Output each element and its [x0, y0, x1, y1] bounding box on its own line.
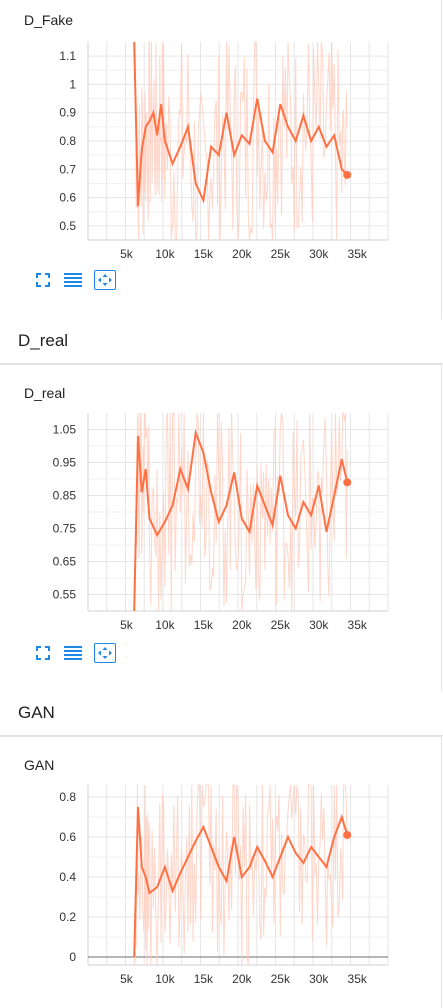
series-end-point: [343, 170, 352, 179]
section-title: D_real: [18, 331, 69, 350]
y-tick-label: 0.4: [59, 870, 76, 884]
x-tick-label: 15k: [194, 618, 214, 632]
y-tick-label: 0.85: [53, 489, 77, 503]
line-chart-d-real[interactable]: 0.55 0.65 0.75 0.85 0.95 1.05 5k 10k 15k 20k 25k 30…: [0, 365, 443, 691]
x-tick-label: 25k: [271, 972, 291, 986]
x-tick-label: 35k: [348, 972, 368, 986]
series-line: [133, 41, 348, 207]
chart-card-d-fake: D_Fake 0.5 0.6 0.7 0.8 0.9 1 1.1 5k 10k 15k 20k 25k…: [0, 0, 442, 320]
y-tick-label: 0.6: [59, 191, 76, 205]
chart-card-d-real: D_real 0.55 0.65 0.75 0.85 0.95 1.05 5k 10k 15k 2…: [0, 364, 442, 692]
chart-title: GAN: [24, 757, 55, 773]
y-tick-label: 0.2: [59, 910, 76, 924]
x-tick-label: 10k: [155, 247, 175, 261]
chart-title: D_real: [24, 385, 66, 401]
chart-card-gan: GAN 0 0.2 0.4 0.6 0.8 5k 10k 15k 20k 25k 30k 35k: [0, 736, 442, 1008]
x-tick-label: 25k: [271, 247, 291, 261]
x-tick-label: 10k: [155, 972, 175, 986]
section-header-d-real[interactable]: D_real: [0, 319, 443, 364]
x-tick-label: 30k: [309, 972, 329, 986]
chart-controls: [34, 643, 116, 663]
series-end-point: [343, 478, 352, 487]
raw-series-line: [133, 41, 348, 241]
line-chart-d-fake[interactable]: 0.5 0.6 0.7 0.8 0.9 1 1.1 5k 10k 15k 20k 25k 30k 35k: [0, 0, 443, 319]
y-tick-label: 0.65: [53, 555, 77, 569]
grid: [87, 42, 389, 240]
x-tick-label: 30k: [309, 618, 329, 632]
toggle-log-scale-icon[interactable]: [64, 644, 82, 662]
x-tick-label: 20k: [232, 618, 252, 632]
toggle-log-scale-icon[interactable]: [64, 271, 82, 289]
series-end-point: [343, 831, 352, 839]
y-tick-label: 0.55: [53, 588, 77, 602]
x-tick-label: 35k: [348, 618, 368, 632]
x-tick-label: 15k: [194, 972, 214, 986]
line-chart-gan[interactable]: 0 0.2 0.4 0.6 0.8 5k 10k 15k 20k 25k 30k 35k: [0, 737, 443, 1008]
y-tick-label: 1: [69, 77, 76, 91]
fullscreen-icon[interactable]: [94, 643, 116, 663]
y-tick-label: 0.95: [53, 456, 77, 470]
fullscreen-icon[interactable]: [94, 270, 116, 290]
x-tick-label: 10k: [155, 618, 175, 632]
y-tick-label: 0.75: [53, 522, 77, 536]
y-tick-label: 0.7: [59, 162, 76, 176]
x-tick-label: 5k: [120, 618, 134, 632]
y-tick-label: 0.5: [59, 219, 76, 233]
fit-domain-icon[interactable]: [34, 271, 52, 289]
section-title: GAN: [18, 703, 55, 722]
y-tick-label: 0: [69, 950, 76, 964]
x-tick-label: 30k: [309, 247, 329, 261]
x-tick-label: 5k: [120, 972, 134, 986]
raw-series-line: [133, 784, 348, 966]
x-tick-label: 20k: [232, 972, 252, 986]
raw-series-line: [134, 412, 348, 612]
chart-controls: [34, 270, 116, 290]
x-tick-label: 15k: [194, 247, 214, 261]
x-tick-label: 20k: [232, 247, 252, 261]
fit-domain-icon[interactable]: [34, 644, 52, 662]
y-tick-label: 0.8: [59, 134, 76, 148]
x-tick-label: 25k: [271, 618, 291, 632]
x-tick-label: 35k: [348, 247, 368, 261]
y-tick-label: 1.1: [59, 49, 76, 63]
y-tick-label: 1.05: [53, 423, 77, 437]
y-tick-label: 0.8: [59, 790, 76, 804]
x-tick-label: 5k: [120, 247, 134, 261]
series-line: [133, 428, 349, 612]
series-line: [133, 806, 349, 958]
section-header-gan[interactable]: GAN: [0, 691, 443, 736]
y-tick-label: 0.9: [59, 106, 76, 120]
chart-title: D_Fake: [24, 12, 74, 28]
y-tick-label: 0.6: [59, 830, 76, 844]
grid: [87, 413, 389, 611]
